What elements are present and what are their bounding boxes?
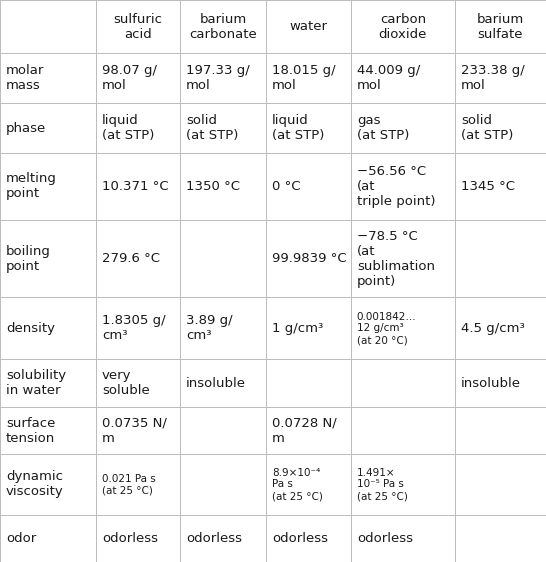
Text: 1345 °C: 1345 °C — [461, 180, 515, 193]
Text: gas
(at STP): gas (at STP) — [357, 114, 410, 142]
Text: odor: odor — [6, 532, 36, 545]
Text: −78.5 °C
(at
sublimation
point): −78.5 °C (at sublimation point) — [357, 230, 435, 288]
Text: very
soluble: very soluble — [102, 369, 150, 397]
Text: odorless: odorless — [186, 532, 242, 545]
Text: 0.0728 N/
m: 0.0728 N/ m — [272, 416, 337, 445]
Text: solubility
in water: solubility in water — [6, 369, 66, 397]
Text: 0.001842…
12 g/cm³
(at 20 °C): 0.001842… 12 g/cm³ (at 20 °C) — [357, 312, 417, 345]
Text: 0.0735 N/
m: 0.0735 N/ m — [102, 416, 167, 445]
Text: 18.015 g/
mol: 18.015 g/ mol — [272, 65, 336, 92]
Text: molar
mass: molar mass — [6, 65, 44, 92]
Text: 4.5 g/cm³: 4.5 g/cm³ — [461, 322, 525, 335]
Text: surface
tension: surface tension — [6, 416, 55, 445]
Text: liquid
(at STP): liquid (at STP) — [102, 114, 155, 142]
Text: phase: phase — [6, 121, 46, 134]
Text: solid
(at STP): solid (at STP) — [186, 114, 239, 142]
Text: density: density — [6, 322, 55, 335]
Text: dynamic
viscosity: dynamic viscosity — [6, 470, 64, 498]
Text: 0 °C: 0 °C — [272, 180, 300, 193]
Text: melting
point: melting point — [6, 172, 57, 200]
Text: 233.38 g/
mol: 233.38 g/ mol — [461, 65, 525, 92]
Text: barium
carbonate: barium carbonate — [189, 13, 257, 40]
Text: 3.89 g/
cm³: 3.89 g/ cm³ — [186, 314, 233, 342]
Text: 279.6 °C: 279.6 °C — [102, 252, 160, 265]
Text: 10.371 °C: 10.371 °C — [102, 180, 169, 193]
Text: insoluble: insoluble — [186, 377, 246, 389]
Text: 98.07 g/
mol: 98.07 g/ mol — [102, 65, 157, 92]
Text: 0.021 Pa s
(at 25 °C): 0.021 Pa s (at 25 °C) — [102, 474, 156, 495]
Text: odorless: odorless — [272, 532, 328, 545]
Text: solid
(at STP): solid (at STP) — [461, 114, 513, 142]
Text: boiling
point: boiling point — [6, 244, 51, 273]
Text: barium
sulfate: barium sulfate — [477, 13, 524, 40]
Text: 1.8305 g/
cm³: 1.8305 g/ cm³ — [102, 314, 165, 342]
Text: carbon
dioxide: carbon dioxide — [379, 13, 427, 40]
Text: 1 g/cm³: 1 g/cm³ — [272, 322, 323, 335]
Text: 1350 °C: 1350 °C — [186, 180, 240, 193]
Text: insoluble: insoluble — [461, 377, 521, 389]
Text: 8.9×10⁻⁴
Pa s
(at 25 °C): 8.9×10⁻⁴ Pa s (at 25 °C) — [272, 468, 323, 501]
Text: odorless: odorless — [102, 532, 158, 545]
Text: 1.491×
10⁻⁵ Pa s
(at 25 °C): 1.491× 10⁻⁵ Pa s (at 25 °C) — [357, 468, 408, 501]
Text: 44.009 g/
mol: 44.009 g/ mol — [357, 65, 420, 92]
Text: 197.33 g/
mol: 197.33 g/ mol — [186, 65, 250, 92]
Text: sulfuric
acid: sulfuric acid — [114, 13, 163, 40]
Text: odorless: odorless — [357, 532, 413, 545]
Text: 99.9839 °C: 99.9839 °C — [272, 252, 347, 265]
Text: −56.56 °C
(at
triple point): −56.56 °C (at triple point) — [357, 165, 435, 208]
Text: liquid
(at STP): liquid (at STP) — [272, 114, 324, 142]
Text: water: water — [289, 20, 328, 33]
